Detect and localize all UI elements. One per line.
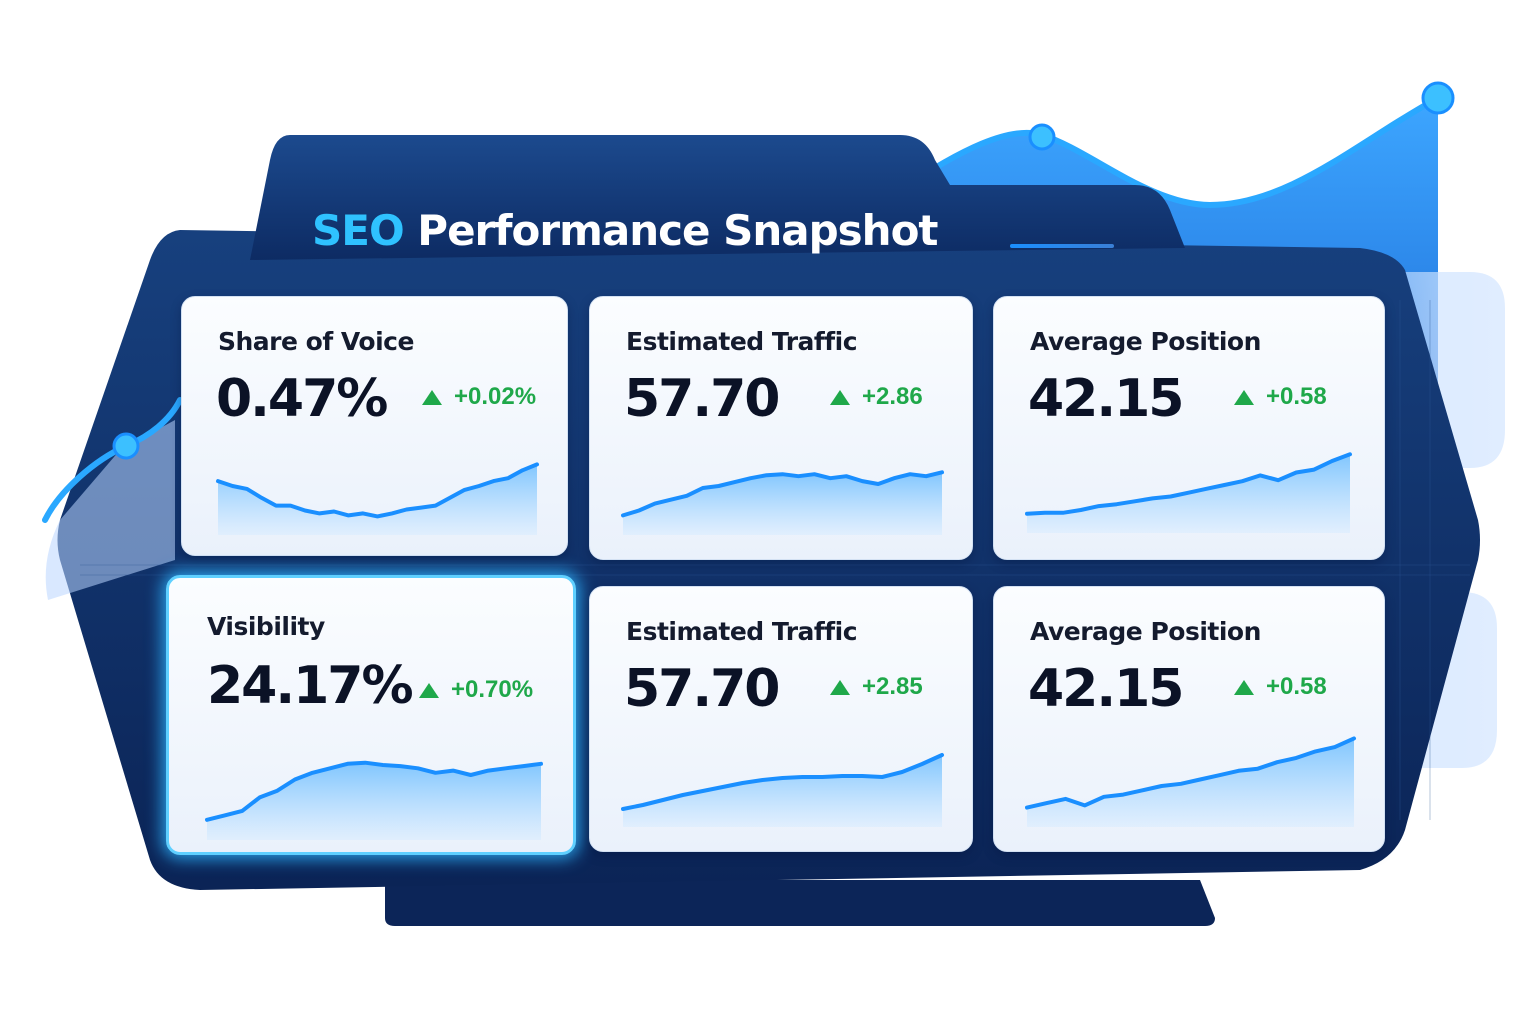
decorative-grid bbox=[80, 300, 1470, 820]
metric-sparkline bbox=[621, 753, 944, 827]
metric-sparkline bbox=[1025, 736, 1356, 827]
metric-delta: +2.85 bbox=[830, 673, 923, 701]
trend-up-icon bbox=[830, 679, 850, 695]
metric-value: 57.70 bbox=[624, 659, 780, 719]
metric-delta-value: +2.85 bbox=[862, 673, 923, 700]
metric-delta: +2.86 bbox=[830, 383, 923, 411]
metric-sparkline bbox=[621, 470, 944, 535]
decorative-glass-wedge bbox=[45, 420, 175, 600]
metric-delta: +0.70% bbox=[419, 676, 533, 704]
metric-card-visibility[interactable]: Visibility 24.17% +0.70% bbox=[166, 575, 576, 855]
trend-up-icon bbox=[1234, 389, 1254, 405]
metric-value: 42.15 bbox=[1028, 659, 1184, 719]
trend-up-icon bbox=[830, 389, 850, 405]
metric-delta-value: +0.02% bbox=[454, 383, 537, 410]
sparkline-line bbox=[621, 470, 944, 518]
trend-up-icon bbox=[1234, 679, 1254, 695]
metric-sparkline bbox=[1025, 452, 1352, 533]
sparkline-area bbox=[623, 755, 942, 827]
sparkline-area bbox=[218, 464, 537, 535]
metric-value: 57.70 bbox=[624, 369, 780, 429]
title-rest: Performance Snapshot bbox=[417, 206, 938, 255]
metric-label: Estimated Traffic bbox=[626, 327, 858, 356]
sparkline-line bbox=[1025, 736, 1356, 810]
metric-card-average-position[interactable]: Average Position 42.15 +0.58 bbox=[993, 296, 1385, 560]
metric-label: Average Position bbox=[1030, 617, 1261, 646]
metric-delta: +0.02% bbox=[422, 383, 536, 411]
sparkline-line bbox=[1025, 452, 1352, 516]
metric-sparkline bbox=[216, 462, 539, 535]
trend-up-icon bbox=[419, 682, 439, 698]
metric-card-average-position-2[interactable]: Average Position 42.15 +0.58 bbox=[993, 586, 1385, 852]
sparkline-area bbox=[623, 472, 942, 535]
sparkline-area bbox=[207, 762, 541, 840]
metric-value: 42.15 bbox=[1028, 369, 1184, 429]
metric-card-share-of-voice[interactable]: Share of Voice 0.47% +0.02% bbox=[181, 296, 568, 556]
metric-label: Estimated Traffic bbox=[626, 617, 858, 646]
metric-delta: +0.58 bbox=[1234, 383, 1327, 411]
metric-card-estimated-traffic[interactable]: Estimated Traffic 57.70 +2.86 bbox=[589, 296, 973, 560]
metric-sparkline bbox=[205, 760, 543, 840]
metric-delta-value: +2.86 bbox=[862, 383, 923, 410]
sparkline-line bbox=[216, 462, 539, 519]
decorative-back-panel bbox=[385, 880, 1215, 926]
decorative-top-panel bbox=[250, 135, 1185, 260]
metric-card-estimated-traffic-2[interactable]: Estimated Traffic 57.70 +2.85 bbox=[589, 586, 973, 852]
metric-delta-value: +0.70% bbox=[451, 676, 534, 703]
sparkline-line bbox=[621, 753, 944, 811]
sparkline-line bbox=[205, 760, 543, 822]
trend-up-icon bbox=[422, 389, 442, 405]
metric-delta-value: +0.58 bbox=[1266, 383, 1327, 410]
metric-label: Visibility bbox=[207, 612, 325, 641]
metric-delta: +0.58 bbox=[1234, 673, 1327, 701]
title-underline bbox=[1010, 244, 1114, 248]
title-accent: SEO bbox=[312, 206, 405, 255]
metric-value: 24.17% bbox=[207, 656, 414, 716]
metric-label: Average Position bbox=[1030, 327, 1261, 356]
metric-label: Share of Voice bbox=[218, 327, 414, 356]
decorative-left-line bbox=[42, 397, 183, 523]
page-title: SEO Performance Snapshot bbox=[312, 206, 939, 255]
metric-value: 0.47% bbox=[216, 369, 388, 429]
metric-delta-value: +0.58 bbox=[1266, 673, 1327, 700]
